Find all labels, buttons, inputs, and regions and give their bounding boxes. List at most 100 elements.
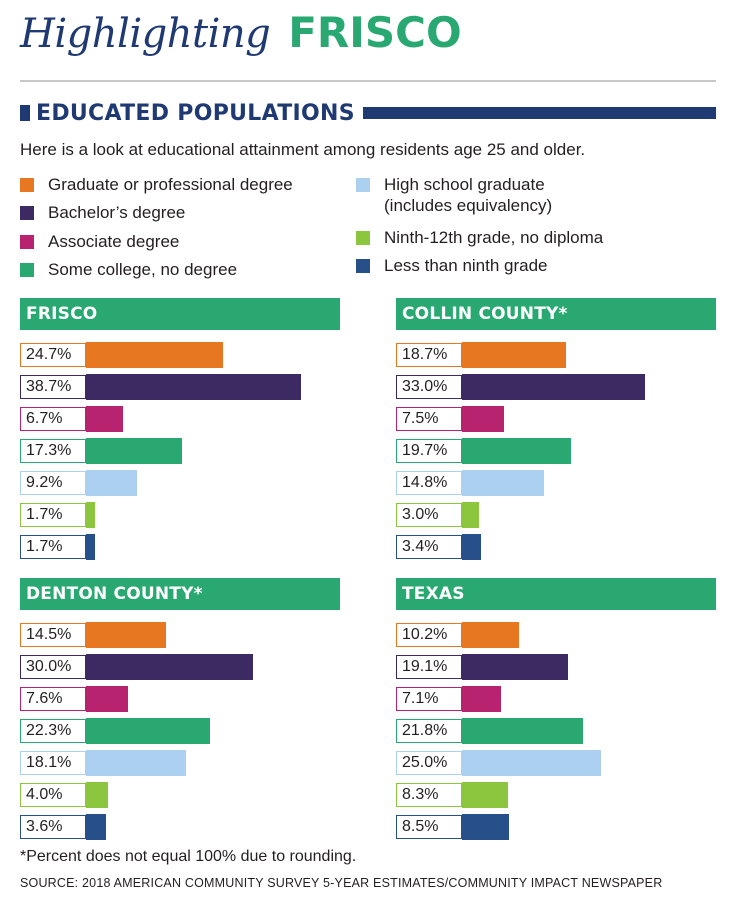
data-label: 6.7%: [20, 407, 86, 431]
bar: [462, 782, 508, 808]
bar: [462, 654, 568, 680]
data-label: 7.1%: [396, 687, 462, 711]
chart-panel: FRISCO 24.7% 38.7% 6.7% 17.3% 9.2% 1.7% 1.7%: [20, 298, 340, 564]
chart-panel: COLLIN COUNTY* 18.7% 33.0% 7.5% 19.7% 14.8% 3.…: [396, 298, 716, 564]
data-label: 8.5%: [396, 815, 462, 839]
legend-item: Some college, no degree: [20, 259, 237, 280]
bar-row: 1.7%: [20, 502, 95, 528]
chart-title: TEXAS: [396, 578, 716, 610]
legend-item: Graduate or professional degree: [20, 174, 293, 195]
data-label: 1.7%: [20, 535, 86, 559]
bar: [86, 654, 253, 680]
data-label: 18.7%: [396, 343, 462, 367]
bar: [462, 534, 481, 560]
bar: [462, 686, 501, 712]
data-label: 21.8%: [396, 719, 462, 743]
section-heading: EDUCATED POPULATIONS: [20, 100, 716, 126]
bar: [462, 814, 509, 840]
bar: [86, 374, 301, 400]
data-label: 18.1%: [20, 751, 86, 775]
legend-swatch: [20, 263, 34, 277]
bar-row: 8.3%: [396, 782, 508, 808]
bar: [462, 406, 504, 432]
footnote: *Percent does not equal 100% due to roun…: [20, 848, 357, 865]
legend-swatch: [20, 206, 34, 220]
bar: [462, 622, 519, 648]
data-label: 10.2%: [396, 623, 462, 647]
bar-row: 25.0%: [396, 750, 601, 776]
data-label: 8.3%: [396, 783, 462, 807]
section-title: EDUCATED POPULATIONS: [36, 100, 355, 126]
bar: [86, 782, 108, 808]
bar: [462, 750, 601, 776]
bar-row: 21.8%: [396, 718, 583, 744]
legend-item: Less than ninth grade: [356, 255, 548, 276]
bar-row: 24.7%: [20, 342, 223, 368]
bar: [86, 686, 128, 712]
legend-swatch: [20, 178, 34, 192]
data-label: 3.0%: [396, 503, 462, 527]
legend-label: Some college, no degree: [48, 260, 238, 279]
bar: [462, 342, 566, 368]
legend-item: Associate degree: [20, 231, 179, 252]
bar-row: 4.0%: [20, 782, 108, 808]
bar-row: 19.7%: [396, 438, 571, 464]
bar: [86, 814, 106, 840]
bar-row: 22.3%: [20, 718, 210, 744]
data-label: 25.0%: [396, 751, 462, 775]
data-label: 30.0%: [20, 655, 86, 679]
bar: [86, 406, 123, 432]
data-label: 19.1%: [396, 655, 462, 679]
data-label: 17.3%: [20, 439, 86, 463]
legend-swatch: [356, 259, 370, 273]
masthead-brand: FRISCO: [288, 8, 462, 57]
legend-label: Associate degree: [48, 232, 180, 251]
source-line: SOURCE: 2018 AMERICAN COMMUNITY SURVEY 5…: [20, 876, 663, 890]
data-label: 22.3%: [20, 719, 86, 743]
bar-row: 6.7%: [20, 406, 123, 432]
bar-row: 14.8%: [396, 470, 544, 496]
bar: [462, 502, 479, 528]
bar: [86, 750, 186, 776]
bar: [86, 342, 223, 368]
bar: [86, 534, 95, 560]
bar: [86, 502, 95, 528]
bar-row: 7.1%: [396, 686, 501, 712]
bar-row: 18.7%: [396, 342, 566, 368]
data-label: 1.7%: [20, 503, 86, 527]
bar-row: 7.5%: [396, 406, 504, 432]
bar: [462, 438, 571, 464]
legend-label: Less than ninth grade: [384, 256, 548, 275]
bar-row: 3.4%: [396, 534, 481, 560]
bar-row: 10.2%: [396, 622, 519, 648]
bar-row: 3.6%: [20, 814, 106, 840]
data-label: 14.5%: [20, 623, 86, 647]
bar-row: 9.2%: [20, 470, 137, 496]
data-label: 14.8%: [396, 471, 462, 495]
data-label: 7.5%: [396, 407, 462, 431]
bar-row: 19.1%: [396, 654, 568, 680]
legend-label: Ninth-12th grade, no diploma: [384, 228, 604, 247]
chart-panel: TEXAS 10.2% 19.1% 7.1% 21.8% 25.0% 8.3% 8.5%: [396, 578, 716, 844]
bar-row: 30.0%: [20, 654, 253, 680]
bar-row: 38.7%: [20, 374, 301, 400]
legend-swatch: [356, 231, 370, 245]
bar: [86, 470, 137, 496]
data-label: 7.6%: [20, 687, 86, 711]
data-label: 3.4%: [396, 535, 462, 559]
data-label: 19.7%: [396, 439, 462, 463]
bar-row: 1.7%: [20, 534, 95, 560]
header-divider: [20, 80, 716, 82]
legend-swatch: [20, 235, 34, 249]
intro-text: Here is a look at educational attainment…: [20, 140, 586, 159]
bar: [86, 622, 166, 648]
data-label: 9.2%: [20, 471, 86, 495]
bar-row: 18.1%: [20, 750, 186, 776]
legend-label: High school graduate (includes equivalen…: [384, 175, 553, 215]
legend-label: Graduate or professional degree: [48, 175, 293, 194]
data-label: 4.0%: [20, 783, 86, 807]
data-label: 33.0%: [396, 375, 462, 399]
masthead: Highlighting FRISCO: [20, 8, 462, 68]
chart-title: FRISCO: [20, 298, 340, 330]
bar-row: 14.5%: [20, 622, 166, 648]
